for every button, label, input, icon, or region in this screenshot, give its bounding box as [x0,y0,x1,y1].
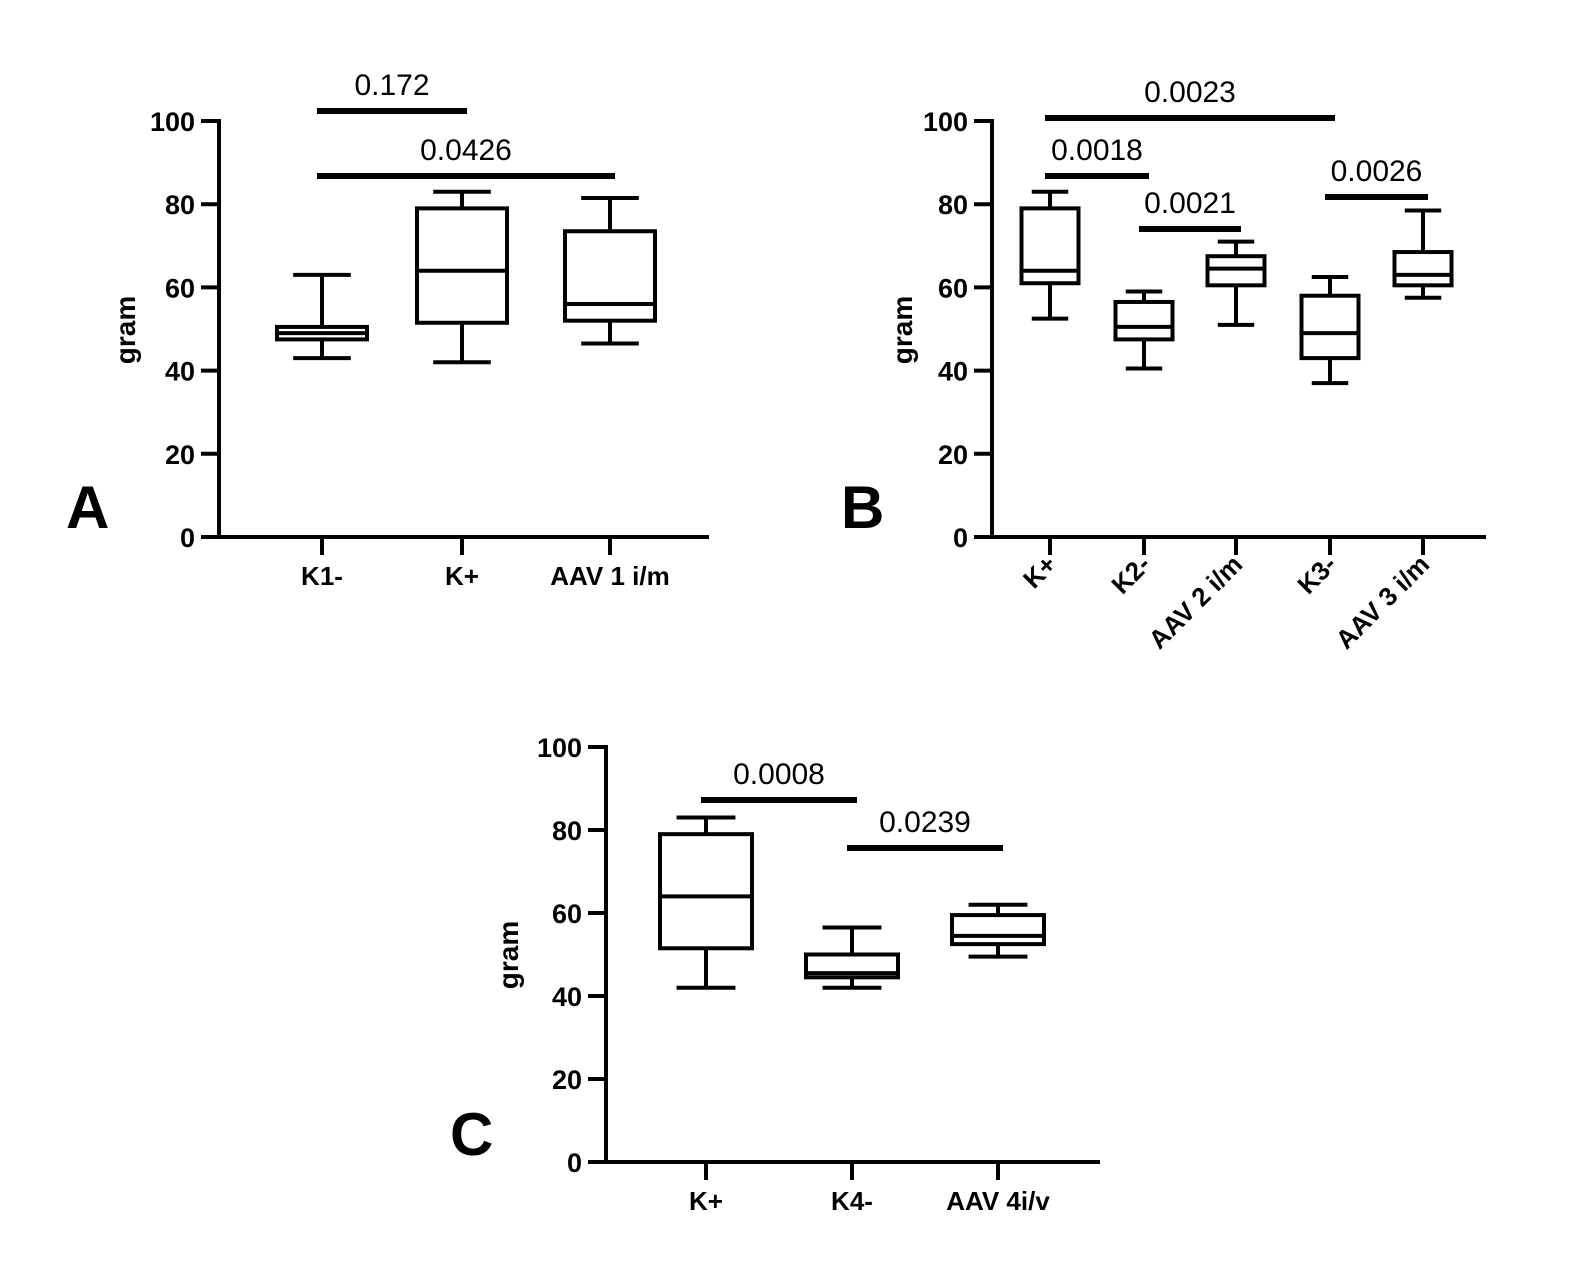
y-tick-label: 40 [165,357,195,387]
p-value-label: 0.0023 [1144,76,1236,109]
x-category-label: AAV 3 i/m [1330,549,1436,655]
p-value-label: 0.0018 [1051,134,1143,167]
panel-letter: B [841,474,884,541]
box-plot-5 [1392,208,1454,300]
y-tick-label: 100 [537,733,582,763]
y-axis-title: gram [110,296,141,364]
iqr-box [1205,254,1267,288]
y-axis-title: gram [887,296,918,364]
box-plot-3 [950,902,1046,959]
panel-a: 0 20 40 60 80 100 gram K1- K+ AAV 1 i/m 0.172 0.042… [66,69,709,591]
y-tick-label: 60 [938,273,968,303]
box-plot-2 [415,189,509,365]
iqr-box [415,206,509,325]
iqr-box [658,832,754,951]
panel-b: 0 20 40 60 80 100 gram K+ K2-AAV 2 i/m K3-AAV 3 i… [841,76,1486,655]
y-tick-label: 20 [938,440,968,470]
iqr-box [950,913,1046,947]
x-category-label: K+ [689,1186,723,1216]
panel-letter: A [66,474,109,541]
y-tick-label: 80 [165,190,195,220]
y-tick-label: 80 [552,816,582,846]
x-category-label: K+ [445,561,479,591]
iqr-box [1299,293,1361,361]
y-tick-label: 0 [567,1148,582,1178]
p-value-label: 0.0239 [879,806,971,839]
x-category-label: K2- [1105,549,1156,600]
panel-c: 0 20 40 60 80 100 gram K+ K4- AAV 4i/v 0.0008 0.023… [450,733,1100,1216]
x-category-label: AAV 1 i/m [550,561,669,591]
x-category-label: K+ [1017,549,1062,594]
p-value-label: 0.0026 [1331,155,1423,188]
panel-letter: C [450,1101,493,1168]
box-plot-1 [275,272,369,361]
p-value-label: 0.0426 [420,134,512,167]
p-value-label: 0.172 [354,69,429,102]
iqr-box [563,229,657,323]
y-tick-label: 80 [938,190,968,220]
y-tick-label: 0 [180,523,195,553]
x-category-label: K1- [301,561,343,591]
y-tick-label: 60 [165,273,195,303]
x-category-label: K4- [831,1186,873,1216]
box-plot-4 [1299,275,1361,386]
box-plot-1 [1019,189,1081,321]
y-tick-label: 20 [165,440,195,470]
box-plot-3 [563,195,657,346]
box-plot-1 [658,815,754,990]
y-tick-label: 20 [552,1065,582,1095]
iqr-box [1392,250,1454,288]
y-tick-label: 60 [552,899,582,929]
y-tick-label: 100 [923,107,968,137]
x-category-label: K3- [1291,549,1342,600]
y-tick-label: 40 [552,982,582,1012]
y-axis-title: gram [493,921,524,989]
p-value-label: 0.0021 [1144,187,1236,220]
box-plot-3 [1205,239,1267,327]
y-tick-label: 100 [150,107,195,137]
iqr-box [1113,299,1175,342]
box-plot-2 [1113,289,1175,371]
p-value-label: 0.0008 [733,758,825,791]
x-category-label: AAV 2 i/m [1143,549,1249,655]
y-tick-label: 0 [953,523,968,553]
box-plot-2 [804,925,900,990]
y-tick-label: 40 [938,357,968,387]
x-category-label: AAV 4i/v [946,1186,1050,1216]
